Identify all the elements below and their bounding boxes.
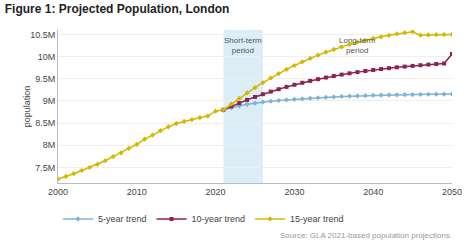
svg-text:2020: 2020 — [206, 187, 226, 197]
svg-text:2010: 2010 — [127, 187, 147, 197]
svg-text:5-year trend: 5-year trend — [98, 214, 147, 224]
svg-text:2030: 2030 — [284, 187, 304, 197]
svg-text:10-year trend: 10-year trend — [192, 214, 246, 224]
svg-text:9M: 9M — [43, 96, 56, 106]
svg-text:9.5M: 9.5M — [35, 74, 55, 84]
svg-text:7.5M: 7.5M — [35, 163, 55, 173]
svg-text:2000: 2000 — [48, 187, 68, 197]
svg-text:Short-termperiod: Short-termperiod — [224, 36, 262, 55]
svg-text:10M: 10M — [38, 52, 56, 62]
svg-text:Long-termperiod: Long-termperiod — [339, 36, 376, 55]
svg-text:Figure 1: Projected Population: Figure 1: Projected Population, London — [5, 2, 230, 16]
svg-text:Source: GLA 2021-based populat: Source: GLA 2021-based population projec… — [280, 231, 450, 240]
svg-text:population: population — [22, 86, 32, 128]
svg-text:8.5M: 8.5M — [35, 118, 55, 128]
svg-text:8M: 8M — [43, 140, 56, 150]
svg-text:2040: 2040 — [363, 187, 383, 197]
svg-text:15-year trend: 15-year trend — [290, 214, 344, 224]
svg-text:2050: 2050 — [442, 187, 462, 197]
svg-text:10.5M: 10.5M — [30, 30, 55, 40]
